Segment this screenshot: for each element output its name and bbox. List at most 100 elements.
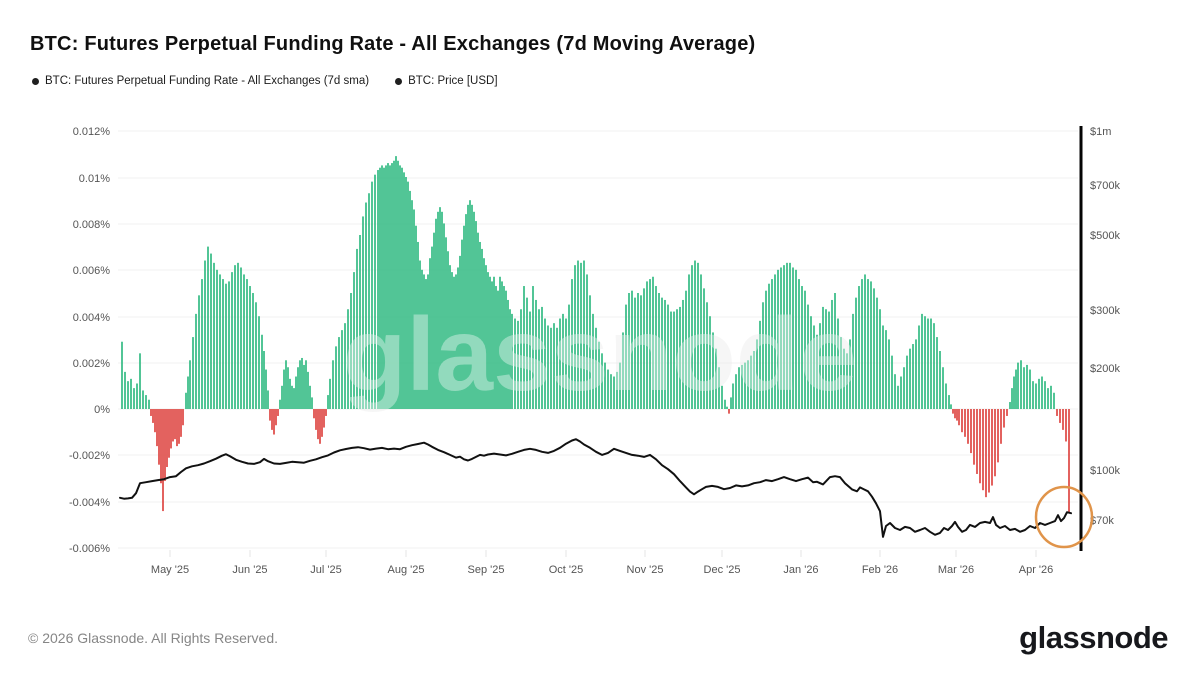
funding-bar[interactable] <box>956 409 958 421</box>
funding-bar[interactable] <box>158 409 160 465</box>
funding-bar[interactable] <box>509 309 511 409</box>
funding-bar[interactable] <box>909 348 911 409</box>
legend-item-funding-rate[interactable]: BTC: Futures Perpetual Funding Rate - Al… <box>32 75 369 87</box>
funding-bar[interactable] <box>156 409 158 447</box>
funding-bar[interactable] <box>139 353 141 409</box>
funding-bar[interactable] <box>661 297 663 409</box>
funding-bar[interactable] <box>586 274 588 409</box>
funding-bar[interactable] <box>483 258 485 409</box>
funding-bar[interactable] <box>724 399 726 409</box>
funding-bar[interactable] <box>501 281 503 409</box>
funding-bar[interactable] <box>1017 362 1019 409</box>
funding-bar[interactable] <box>403 172 405 409</box>
funding-bar[interactable] <box>553 323 555 409</box>
funding-bar[interactable] <box>544 318 546 409</box>
funding-bar[interactable] <box>849 339 851 409</box>
funding-bar[interactable] <box>616 371 618 409</box>
funding-bar[interactable] <box>350 293 352 409</box>
funding-bar[interactable] <box>580 262 582 409</box>
funding-bar[interactable] <box>762 302 764 409</box>
funding-bar[interactable] <box>819 323 821 409</box>
funding-bar[interactable] <box>565 318 567 409</box>
funding-bar[interactable] <box>882 325 884 409</box>
funding-bar[interactable] <box>441 211 443 409</box>
funding-bar[interactable] <box>526 297 528 409</box>
funding-bar[interactable] <box>431 246 433 409</box>
funding-bar[interactable] <box>834 293 836 409</box>
funding-bar[interactable] <box>997 409 999 463</box>
funding-bar[interactable] <box>228 281 230 409</box>
funding-bar[interactable] <box>225 283 227 409</box>
funding-bar[interactable] <box>876 297 878 409</box>
funding-bar[interactable] <box>967 409 969 444</box>
funding-bar[interactable] <box>982 409 984 491</box>
funding-bar[interactable] <box>634 297 636 409</box>
funding-bar[interactable] <box>495 286 497 409</box>
funding-bar[interactable] <box>219 274 221 409</box>
funding-bar[interactable] <box>283 369 285 409</box>
funding-bar[interactable] <box>457 267 459 409</box>
funding-bar[interactable] <box>246 279 248 409</box>
funding-bar[interactable] <box>240 267 242 409</box>
funding-bar[interactable] <box>1065 409 1067 442</box>
funding-bar[interactable] <box>1023 367 1025 409</box>
funding-bar[interactable] <box>451 272 453 409</box>
funding-bar[interactable] <box>798 279 800 409</box>
funding-bar[interactable] <box>610 374 612 409</box>
funding-bar[interactable] <box>855 297 857 409</box>
funding-bar[interactable] <box>439 207 441 409</box>
funding-bar[interactable] <box>807 304 809 409</box>
funding-bar[interactable] <box>447 251 449 409</box>
funding-bar[interactable] <box>491 281 493 409</box>
funding-bar[interactable] <box>628 293 630 409</box>
funding-bar[interactable] <box>843 348 845 409</box>
funding-bar[interactable] <box>970 409 972 454</box>
funding-bar[interactable] <box>1062 409 1064 430</box>
funding-bar[interactable] <box>455 274 457 409</box>
funding-bar[interactable] <box>150 409 152 416</box>
funding-bar[interactable] <box>419 260 421 409</box>
funding-bar[interactable] <box>249 286 251 409</box>
funding-bar[interactable] <box>321 409 323 437</box>
funding-bar[interactable] <box>258 316 260 409</box>
funding-bar[interactable] <box>148 399 150 409</box>
funding-bar[interactable] <box>1015 369 1017 409</box>
funding-bar[interactable] <box>121 341 123 409</box>
funding-bar[interactable] <box>393 160 395 409</box>
funding-bar[interactable] <box>921 313 923 409</box>
funding-bar[interactable] <box>371 181 373 409</box>
funding-bar[interactable] <box>152 409 154 423</box>
funding-bar[interactable] <box>813 325 815 409</box>
funding-bar[interactable] <box>1053 392 1055 409</box>
funding-bar[interactable] <box>1035 383 1037 409</box>
funding-bar[interactable] <box>327 395 329 409</box>
funding-bar[interactable] <box>297 367 299 409</box>
funding-bar[interactable] <box>1029 369 1031 409</box>
funding-bar[interactable] <box>319 409 321 444</box>
funding-bar[interactable] <box>976 409 978 474</box>
funding-bar[interactable] <box>415 225 417 409</box>
funding-bar[interactable] <box>437 211 439 409</box>
funding-bar[interactable] <box>538 309 540 409</box>
funding-bar[interactable] <box>341 330 343 409</box>
funding-bar[interactable] <box>741 364 743 409</box>
funding-bar[interactable] <box>189 360 191 409</box>
funding-bar[interactable] <box>547 325 549 409</box>
funding-bar[interactable] <box>207 246 209 409</box>
legend-item-price[interactable]: BTC: Price [USD] <box>395 75 498 87</box>
funding-bar[interactable] <box>267 390 269 409</box>
funding-bar[interactable] <box>210 253 212 409</box>
funding-bar[interactable] <box>816 334 818 409</box>
funding-bar[interactable] <box>471 204 473 409</box>
funding-bar[interactable] <box>942 367 944 409</box>
funding-bar[interactable] <box>277 409 279 416</box>
funding-bar[interactable] <box>353 272 355 409</box>
funding-bar[interactable] <box>127 381 129 409</box>
funding-bar[interactable] <box>864 274 866 409</box>
funding-bar[interactable] <box>867 279 869 409</box>
funding-bar[interactable] <box>423 274 425 409</box>
funding-bar[interactable] <box>613 376 615 409</box>
funding-bar[interactable] <box>170 409 172 449</box>
funding-bar[interactable] <box>307 371 309 409</box>
funding-bar[interactable] <box>598 341 600 409</box>
